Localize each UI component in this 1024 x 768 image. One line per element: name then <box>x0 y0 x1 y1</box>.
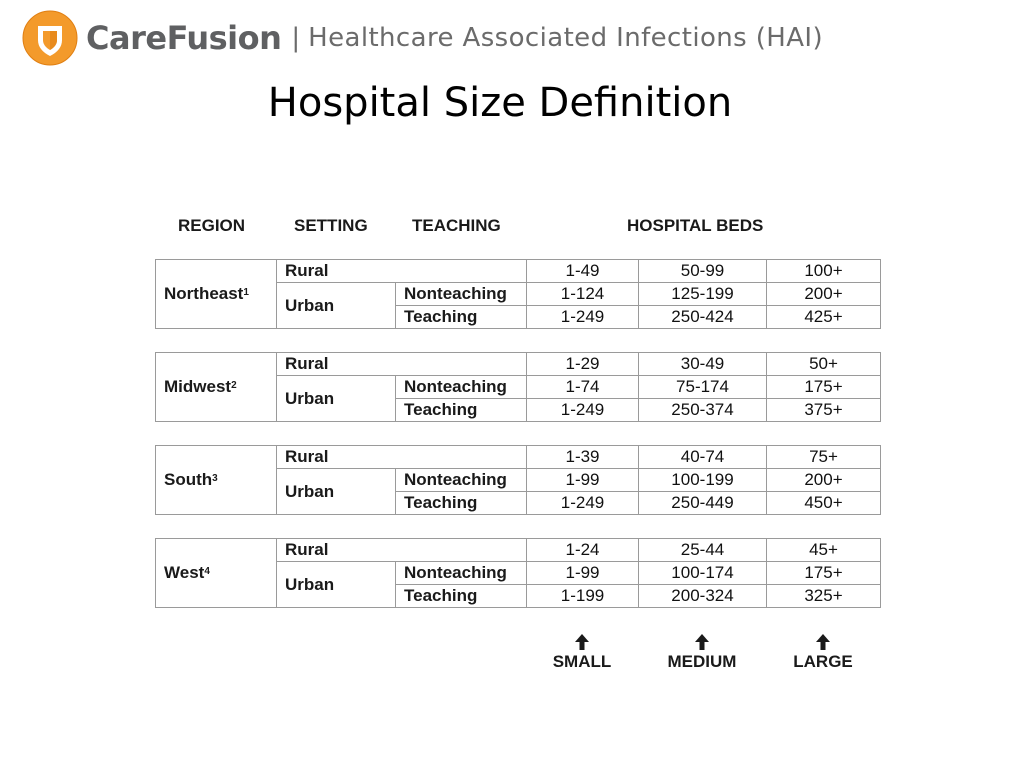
bed-range-cell: 1-249 <box>526 491 639 515</box>
region-table-south: South 3 Rural Urban Nonteaching Teaching 1-39 4… <box>155 445 881 515</box>
bed-range-cell: 50-99 <box>638 259 767 283</box>
bed-range-cell: 1-199 <box>526 584 639 608</box>
bed-range-cell: 175+ <box>766 561 881 585</box>
bed-range-cell: 175+ <box>766 375 881 399</box>
region-name-cell: West 4 <box>155 538 277 608</box>
page-title: Hospital Size Definition <box>267 80 733 126</box>
size-large-indicator: LARGE <box>783 634 863 672</box>
setting-urban-label: Urban <box>276 375 396 422</box>
bed-range-cell: 100-199 <box>638 468 767 492</box>
slide-header: CareFusion | Healthcare Associated Infec… <box>22 10 823 66</box>
shield-logo-icon <box>22 10 78 66</box>
teaching-teaching-label: Teaching <box>395 584 527 608</box>
size-label-large: LARGE <box>793 652 853 671</box>
setting-urban-label: Urban <box>276 468 396 515</box>
column-header-hospital-beds: HOSPITAL BEDS <box>627 216 764 235</box>
region-table-northeast: Northeast 1 Rural Urban Nonteaching Teaching 1… <box>155 259 881 329</box>
region-footnote-marker: 4 <box>204 565 210 577</box>
bed-range-cell: 125-199 <box>638 282 767 306</box>
teaching-teaching-label: Teaching <box>395 491 527 515</box>
bed-range-cell: 25-44 <box>638 538 767 562</box>
bed-range-cell: 1-124 <box>526 282 639 306</box>
bed-range-cell: 325+ <box>766 584 881 608</box>
bed-range-cell: 425+ <box>766 305 881 329</box>
bed-range-cell: 45+ <box>766 538 881 562</box>
brand-name: CareFusion <box>86 19 282 57</box>
bed-range-cell: 100-174 <box>638 561 767 585</box>
region-footnote-marker: 3 <box>212 472 218 484</box>
setting-rural-label: Rural <box>276 352 527 376</box>
header-separator: | <box>291 23 301 53</box>
size-label-small: SMALL <box>552 652 612 671</box>
column-header-setting: SETTING <box>294 216 368 235</box>
bed-range-cell: 200+ <box>766 468 881 492</box>
bed-range-cell: 250-449 <box>638 491 767 515</box>
setting-urban-label: Urban <box>276 282 396 329</box>
region-table-west: West 4 Rural Urban Nonteaching Teaching 1-24 25… <box>155 538 881 608</box>
teaching-nonteaching-label: Nonteaching <box>395 282 527 306</box>
bed-range-cell: 1-249 <box>526 305 639 329</box>
setting-urban-label: Urban <box>276 561 396 608</box>
bed-range-cell: 1-49 <box>526 259 639 283</box>
bed-range-cell: 1-99 <box>526 561 639 585</box>
bed-range-cell: 250-374 <box>638 398 767 422</box>
bed-range-cell: 200-324 <box>638 584 767 608</box>
region-name: West <box>164 563 205 582</box>
teaching-nonteaching-label: Nonteaching <box>395 375 527 399</box>
region-name-cell: Northeast 1 <box>155 259 277 329</box>
arrow-up-icon <box>695 634 709 650</box>
bed-range-cell: 1-249 <box>526 398 639 422</box>
region-footnote-marker: 1 <box>243 286 249 298</box>
bed-range-cell: 1-29 <box>526 352 639 376</box>
column-header-teaching: TEACHING <box>412 216 501 235</box>
size-small-indicator: SMALL <box>542 634 622 672</box>
column-header-region: REGION <box>178 216 246 235</box>
region-name: South <box>164 470 213 489</box>
bed-range-cell: 250-424 <box>638 305 767 329</box>
region-name-cell: Midwest 2 <box>155 352 277 422</box>
teaching-nonteaching-label: Nonteaching <box>395 468 527 492</box>
bed-range-cell: 40-74 <box>638 445 767 469</box>
size-label-medium: MEDIUM <box>667 652 737 671</box>
bed-range-cell: 1-99 <box>526 468 639 492</box>
bed-range-cell: 30-49 <box>638 352 767 376</box>
bed-range-cell: 100+ <box>766 259 881 283</box>
bed-range-cell: 1-74 <box>526 375 639 399</box>
region-footnote-marker: 2 <box>231 379 237 391</box>
bed-range-cell: 375+ <box>766 398 881 422</box>
setting-rural-label: Rural <box>276 445 527 469</box>
bed-range-cell: 50+ <box>766 352 881 376</box>
teaching-teaching-label: Teaching <box>395 305 527 329</box>
bed-range-cell: 75+ <box>766 445 881 469</box>
bed-range-cell: 75-174 <box>638 375 767 399</box>
size-medium-indicator: MEDIUM <box>662 634 742 672</box>
setting-rural-label: Rural <box>276 259 527 283</box>
arrow-up-icon <box>816 634 830 650</box>
bed-range-cell: 1-24 <box>526 538 639 562</box>
bed-range-cell: 1-39 <box>526 445 639 469</box>
bed-range-cell: 450+ <box>766 491 881 515</box>
header-subtitle: Healthcare Associated Infections (HAI) <box>308 23 824 53</box>
region-name-cell: South 3 <box>155 445 277 515</box>
region-name: Northeast <box>164 284 244 303</box>
teaching-teaching-label: Teaching <box>395 398 527 422</box>
bed-range-cell: 200+ <box>766 282 881 306</box>
teaching-nonteaching-label: Nonteaching <box>395 561 527 585</box>
region-table-midwest: Midwest 2 Rural Urban Nonteaching Teaching 1-2… <box>155 352 881 422</box>
region-name: Midwest <box>164 377 232 396</box>
setting-rural-label: Rural <box>276 538 527 562</box>
arrow-up-icon <box>575 634 589 650</box>
